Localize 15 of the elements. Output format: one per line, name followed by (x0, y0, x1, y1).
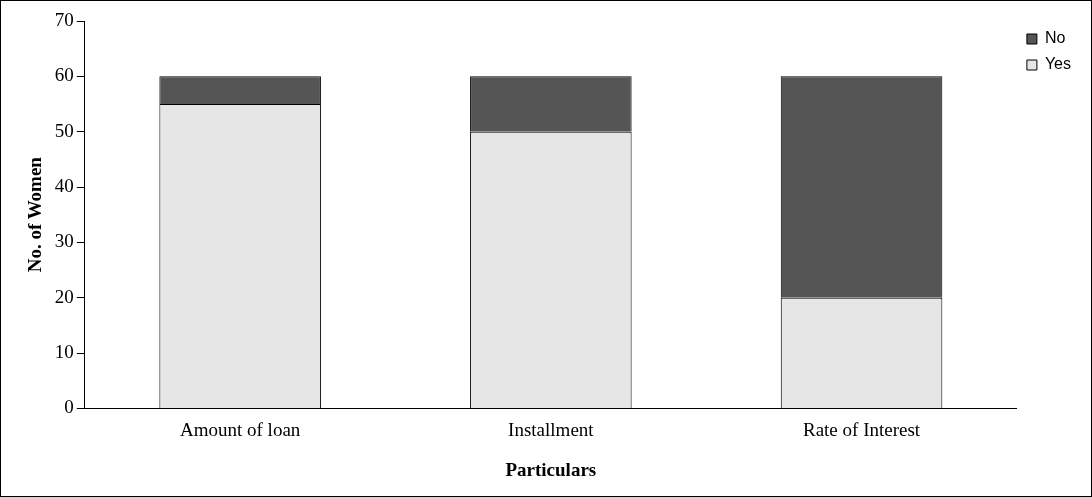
x-axis-title: Particulars (505, 458, 597, 480)
x-tick-label: Amount of loan (179, 418, 301, 440)
y-tick-label: 70 (54, 8, 74, 30)
y-tick-label: 40 (54, 175, 74, 197)
y-tick-label: 10 (54, 341, 74, 363)
legend-label: Yes (1044, 55, 1072, 73)
legend-label: No (1044, 29, 1066, 47)
y-tick-label: 50 (54, 119, 74, 141)
y-axis-title: No. of Women (24, 156, 46, 273)
y-tick-label: 60 (54, 64, 74, 86)
x-tick-label: Rate of Interest (802, 418, 921, 440)
y-tick-label: 0 (64, 396, 74, 418)
y-tick-label: 20 (54, 285, 74, 307)
y-tick-label: 30 (54, 230, 74, 252)
x-tick-label: Installment (508, 418, 595, 440)
